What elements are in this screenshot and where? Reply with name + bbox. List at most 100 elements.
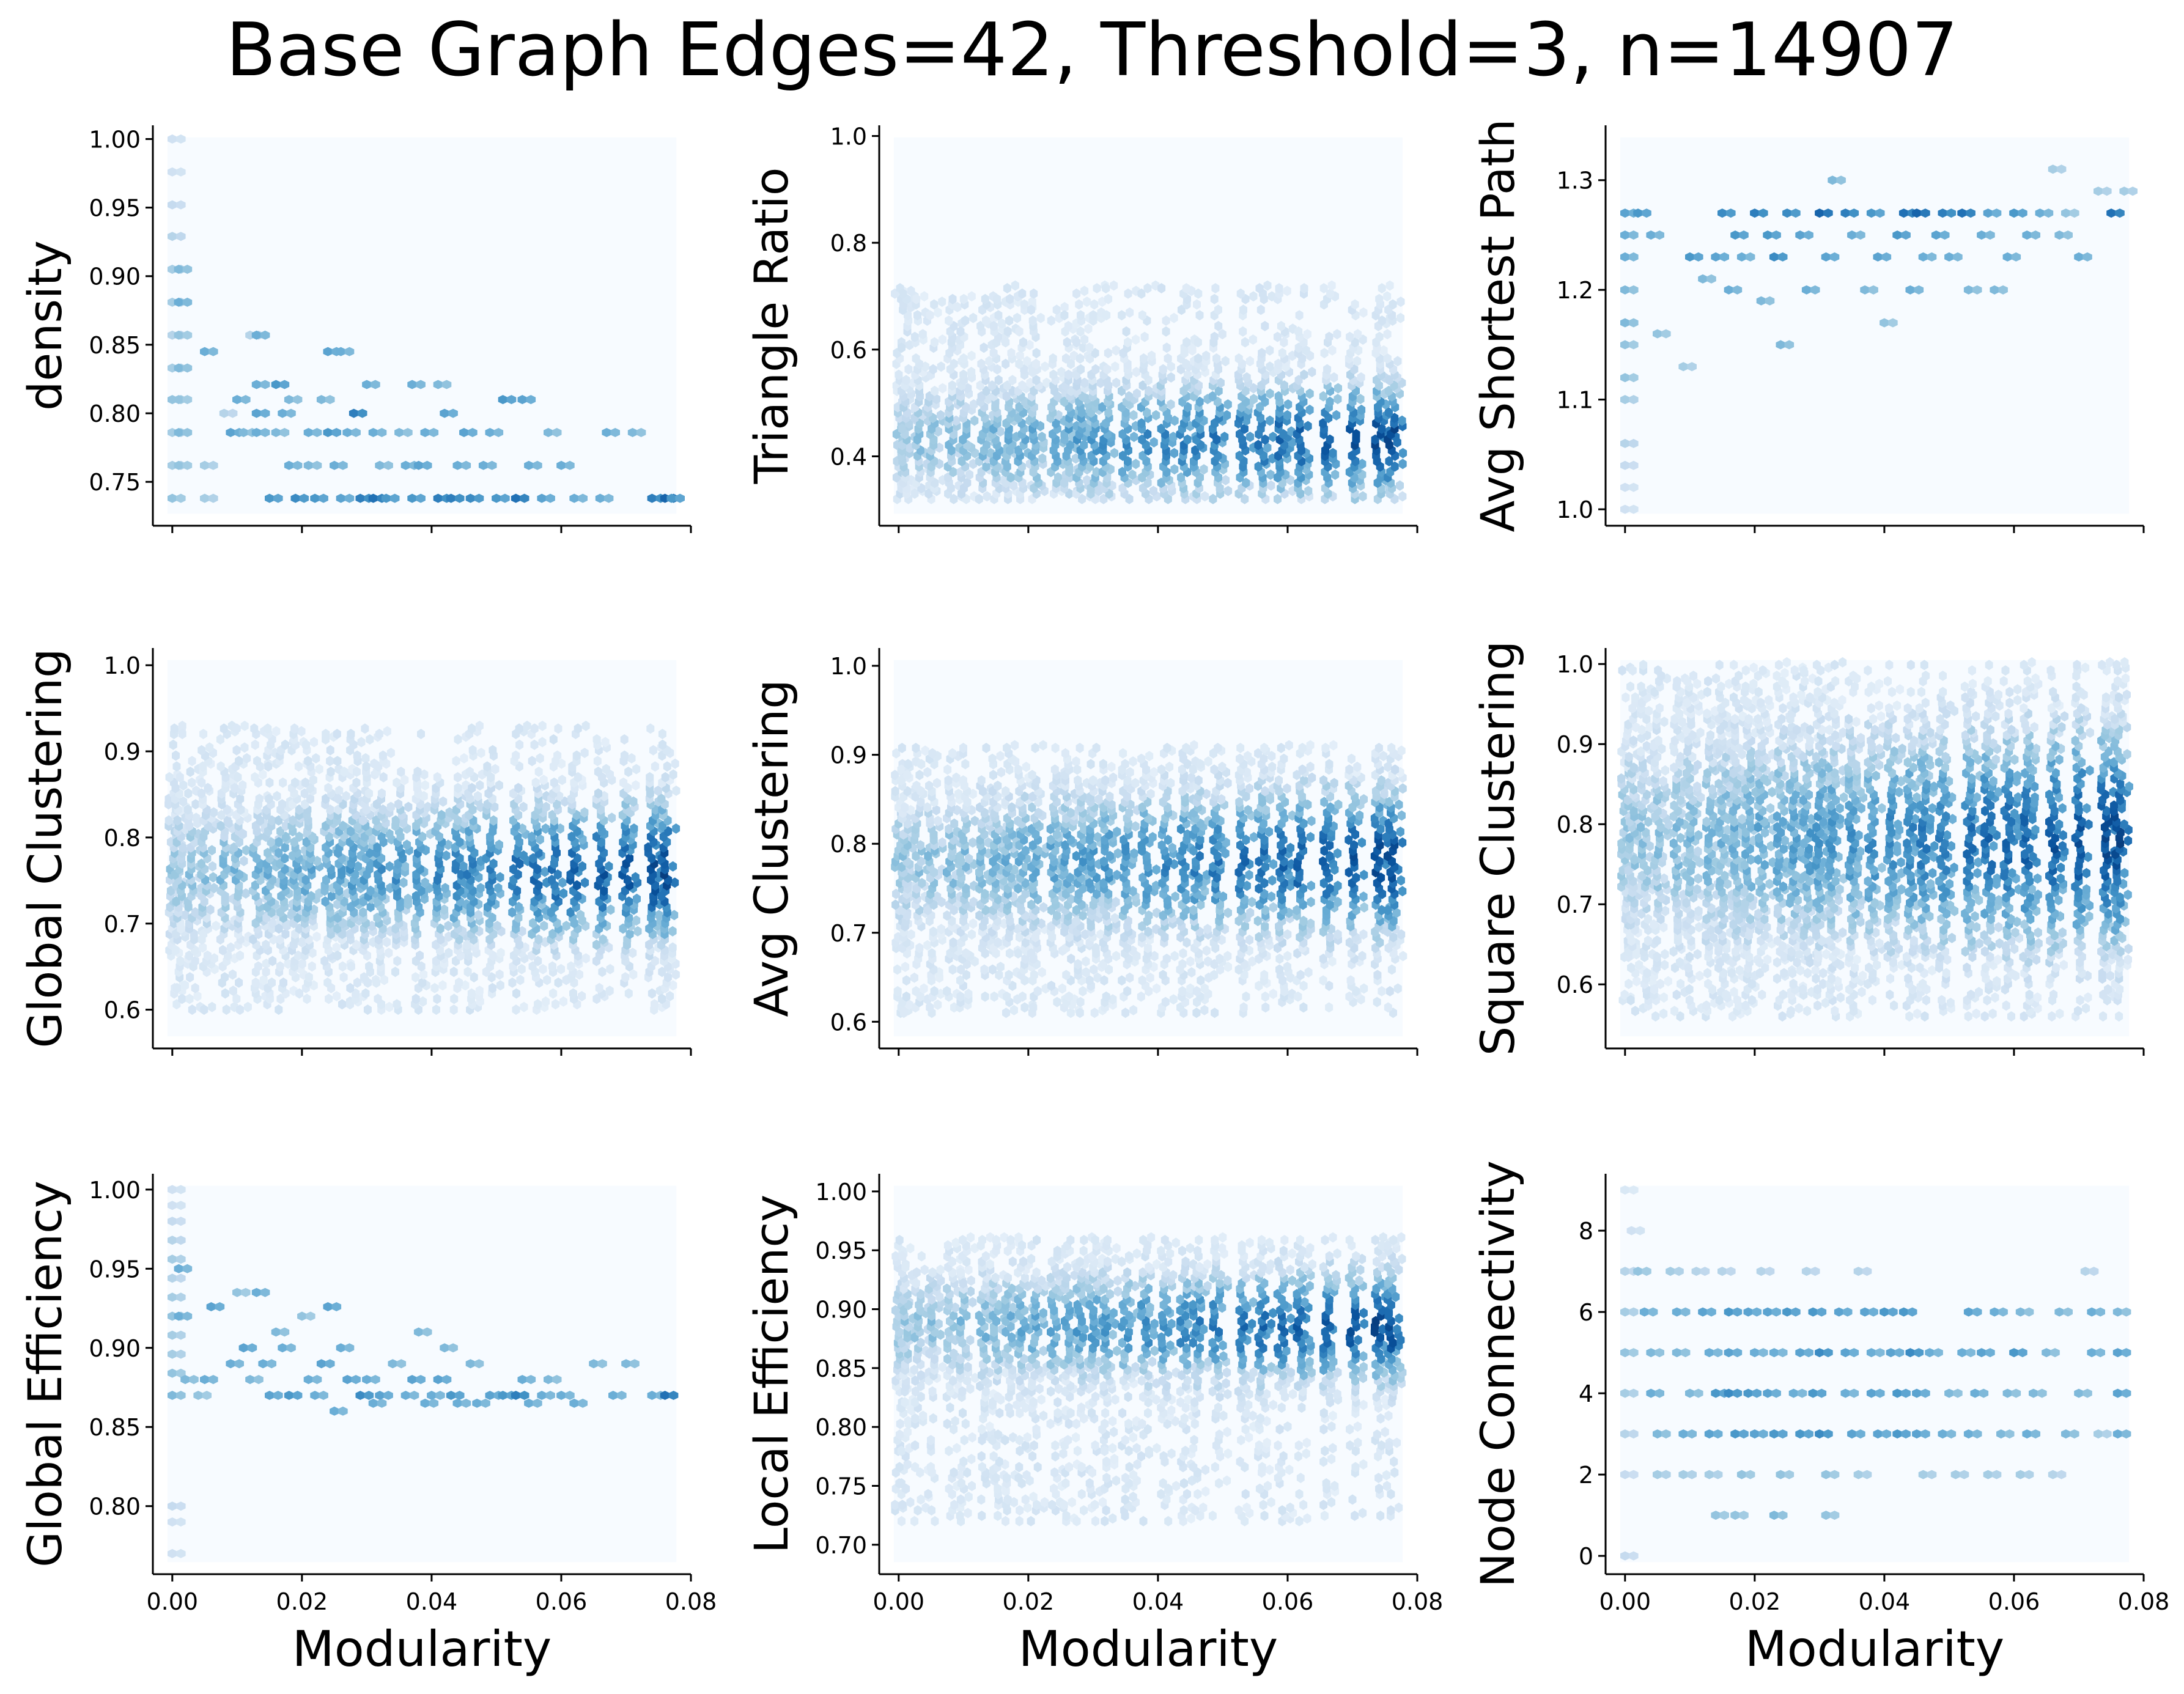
hexbin-cell xyxy=(174,428,184,437)
hexbin-cell xyxy=(982,386,991,396)
hexbin-cell xyxy=(174,297,184,307)
hexbin-cell xyxy=(1125,391,1133,402)
hexbin-cell xyxy=(1629,340,1639,350)
hexbin-cell xyxy=(1776,340,1786,350)
hexbin-cell xyxy=(498,395,508,405)
hexbin-cell xyxy=(1698,274,1708,284)
hexbin-cell xyxy=(1990,285,1999,295)
hexbin-cell xyxy=(407,493,417,503)
hexbin-cell xyxy=(478,460,489,470)
hexbin-cell xyxy=(920,291,929,302)
hexbin-cell xyxy=(1015,402,1024,413)
hexbin-cell xyxy=(1305,404,1314,415)
hexbin-cell xyxy=(1214,386,1223,396)
y-tick-label: 1.0 xyxy=(104,652,141,679)
hexbin-cell xyxy=(511,493,521,503)
hexbin-cell xyxy=(174,363,184,373)
hexbin-cell xyxy=(448,408,458,418)
hexbin-cell xyxy=(1398,415,1406,426)
hexbin-cell xyxy=(983,491,991,502)
hexbin-cell xyxy=(1083,474,1091,485)
hexbin-cell xyxy=(1398,491,1407,502)
hexbin-cell xyxy=(284,460,294,470)
hexbin-background xyxy=(1620,137,2130,514)
hexbin-cell xyxy=(323,428,333,437)
hexbin-cell xyxy=(1385,407,1393,418)
hexbin-cell xyxy=(176,493,186,503)
hexbin-cell xyxy=(1724,285,1734,295)
hexbin-cell xyxy=(603,493,614,503)
hexbin-cell xyxy=(433,493,443,503)
hexbin-cell xyxy=(1266,345,1274,356)
y-tick-label: 1.2 xyxy=(1557,277,1593,304)
hexbin-cell xyxy=(1274,358,1283,369)
hexbin-cell xyxy=(1183,434,1192,445)
hexbin-cell xyxy=(1072,337,1081,348)
hexbin-cell xyxy=(1375,331,1384,342)
hexbin-cell xyxy=(1358,458,1367,470)
hexbin-cell xyxy=(993,364,1002,375)
hexbin-cell xyxy=(970,415,979,426)
hexbin-cell xyxy=(1354,329,1362,340)
hexbin-cell xyxy=(383,460,393,470)
hexbin-cell xyxy=(1210,331,1219,342)
hexbin-cell xyxy=(1331,470,1340,480)
hexbin-cell xyxy=(1049,353,1057,364)
hexbin-cell xyxy=(1966,208,1976,218)
hexbin-cell xyxy=(260,330,270,340)
hexbin-cell xyxy=(468,428,478,437)
hexbin-cell xyxy=(1003,326,1012,337)
hexbin-cell xyxy=(1620,438,1630,448)
hexbin-cell xyxy=(1090,299,1099,310)
hexbin-cell xyxy=(1132,367,1140,377)
hexbin-cell xyxy=(227,408,238,418)
hexbin-cell xyxy=(1330,372,1338,383)
hexbin-cell xyxy=(1319,391,1327,402)
hexbin-cell xyxy=(1795,230,1805,240)
hexbin-cell xyxy=(381,493,391,503)
hexbin-cell xyxy=(1242,372,1251,383)
hexbin-cell xyxy=(1829,252,1840,262)
hexbin-cell xyxy=(907,285,915,296)
hexbin-cell xyxy=(895,369,903,380)
hexbin-cell xyxy=(1018,380,1027,391)
hexbin-cell xyxy=(627,428,638,437)
hexbin-cell xyxy=(338,460,348,470)
hexbin-cell xyxy=(1025,339,1034,350)
hexbin-cell xyxy=(2070,208,2079,218)
hexbin-cell xyxy=(1390,461,1399,472)
y-tick-label: 0.75 xyxy=(89,469,141,496)
hexbin-cell xyxy=(1856,230,1865,240)
hexbin-cell xyxy=(552,428,562,437)
hexbin-cell xyxy=(1235,451,1244,462)
hexbin-cell xyxy=(403,428,413,437)
hexbin-cell xyxy=(556,460,566,470)
hexbin-cell xyxy=(1223,410,1231,421)
hexbin-cell xyxy=(1020,299,1028,310)
hexbin-cell xyxy=(1212,353,1221,364)
y-tick-label: 0.7 xyxy=(104,911,141,938)
y-tick-label: 0.8 xyxy=(830,230,867,257)
hexbin-cell xyxy=(1334,383,1342,394)
hexbin-cell xyxy=(1912,208,1922,218)
hexbin-cell xyxy=(1378,283,1386,293)
hexbin-cell xyxy=(1254,440,1263,451)
hexbin-cell xyxy=(1042,377,1051,388)
hexbin-cell xyxy=(1241,337,1249,348)
hexbin-cell xyxy=(1162,326,1170,337)
hexbin-cell xyxy=(506,395,517,405)
hexbin-cell xyxy=(1782,208,1792,218)
hexbin-cell xyxy=(279,428,290,437)
hexbin-cell xyxy=(454,493,465,503)
hexbin-cell xyxy=(377,428,387,437)
hexbin-cell xyxy=(1104,348,1112,359)
hexbin-cell xyxy=(1258,348,1266,359)
hexbin-cell xyxy=(1385,455,1393,466)
hexbin-cell xyxy=(1019,337,1027,348)
hexbin-cell xyxy=(174,330,184,340)
hexbin-cell xyxy=(2083,252,2092,262)
hexbin-cell xyxy=(271,380,281,389)
hexbin-cell xyxy=(1210,293,1219,304)
